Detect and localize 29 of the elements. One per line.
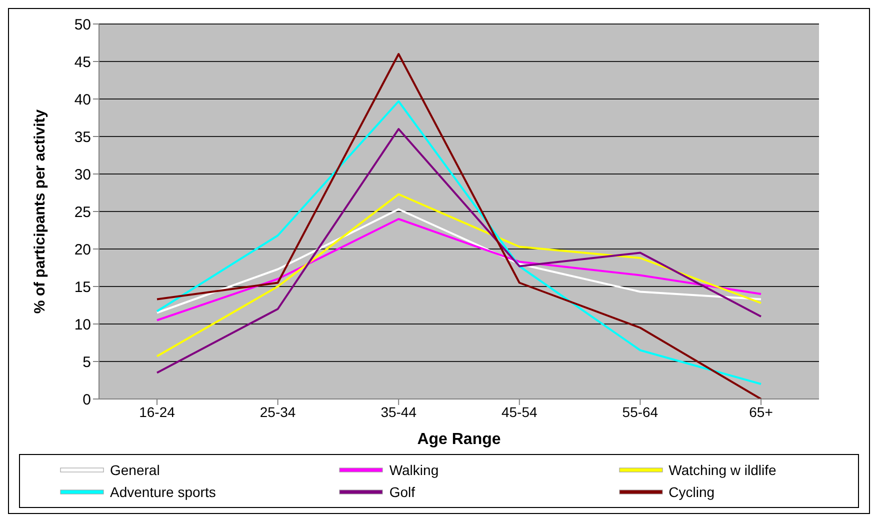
y-tick-label: 20: [74, 241, 91, 258]
y-tick-label: 50: [74, 16, 91, 34]
line-series: [156, 53, 762, 399]
y-axis-title: % of participants per activity: [31, 108, 48, 314]
line-series: [156, 218, 762, 322]
legend-label: General: [110, 462, 160, 478]
x-tick-label: 65+: [749, 404, 773, 420]
x-tick-label: 55-64: [622, 404, 658, 420]
legend-label: Adventure sports: [110, 484, 216, 500]
y-tick-label: 30: [74, 166, 91, 184]
x-axis-title: Age Range: [417, 431, 501, 448]
y-tick-label: 10: [74, 316, 91, 334]
y-tick-label: 15: [74, 278, 91, 296]
line-series: [156, 208, 762, 314]
x-tick-label: 45-54: [501, 404, 538, 420]
legend-label: Watching w ildlife: [668, 462, 776, 478]
y-tick-label: 45: [74, 54, 91, 71]
y-tick-label: 5: [82, 354, 91, 371]
y-tick-label: 35: [74, 128, 91, 146]
x-tick-label: 25-34: [260, 404, 296, 420]
x-tick-label: 16-24: [139, 404, 176, 420]
y-tick-label: 25: [74, 204, 91, 221]
line-series: [156, 193, 762, 358]
legend-label: Golf: [389, 484, 416, 500]
legend-label: Walking: [389, 462, 439, 478]
x-tick-label: 35-44: [380, 404, 417, 420]
y-tick-label: 0: [82, 391, 91, 408]
legend-label: Cycling: [668, 484, 715, 500]
y-tick-label: 40: [74, 91, 91, 108]
